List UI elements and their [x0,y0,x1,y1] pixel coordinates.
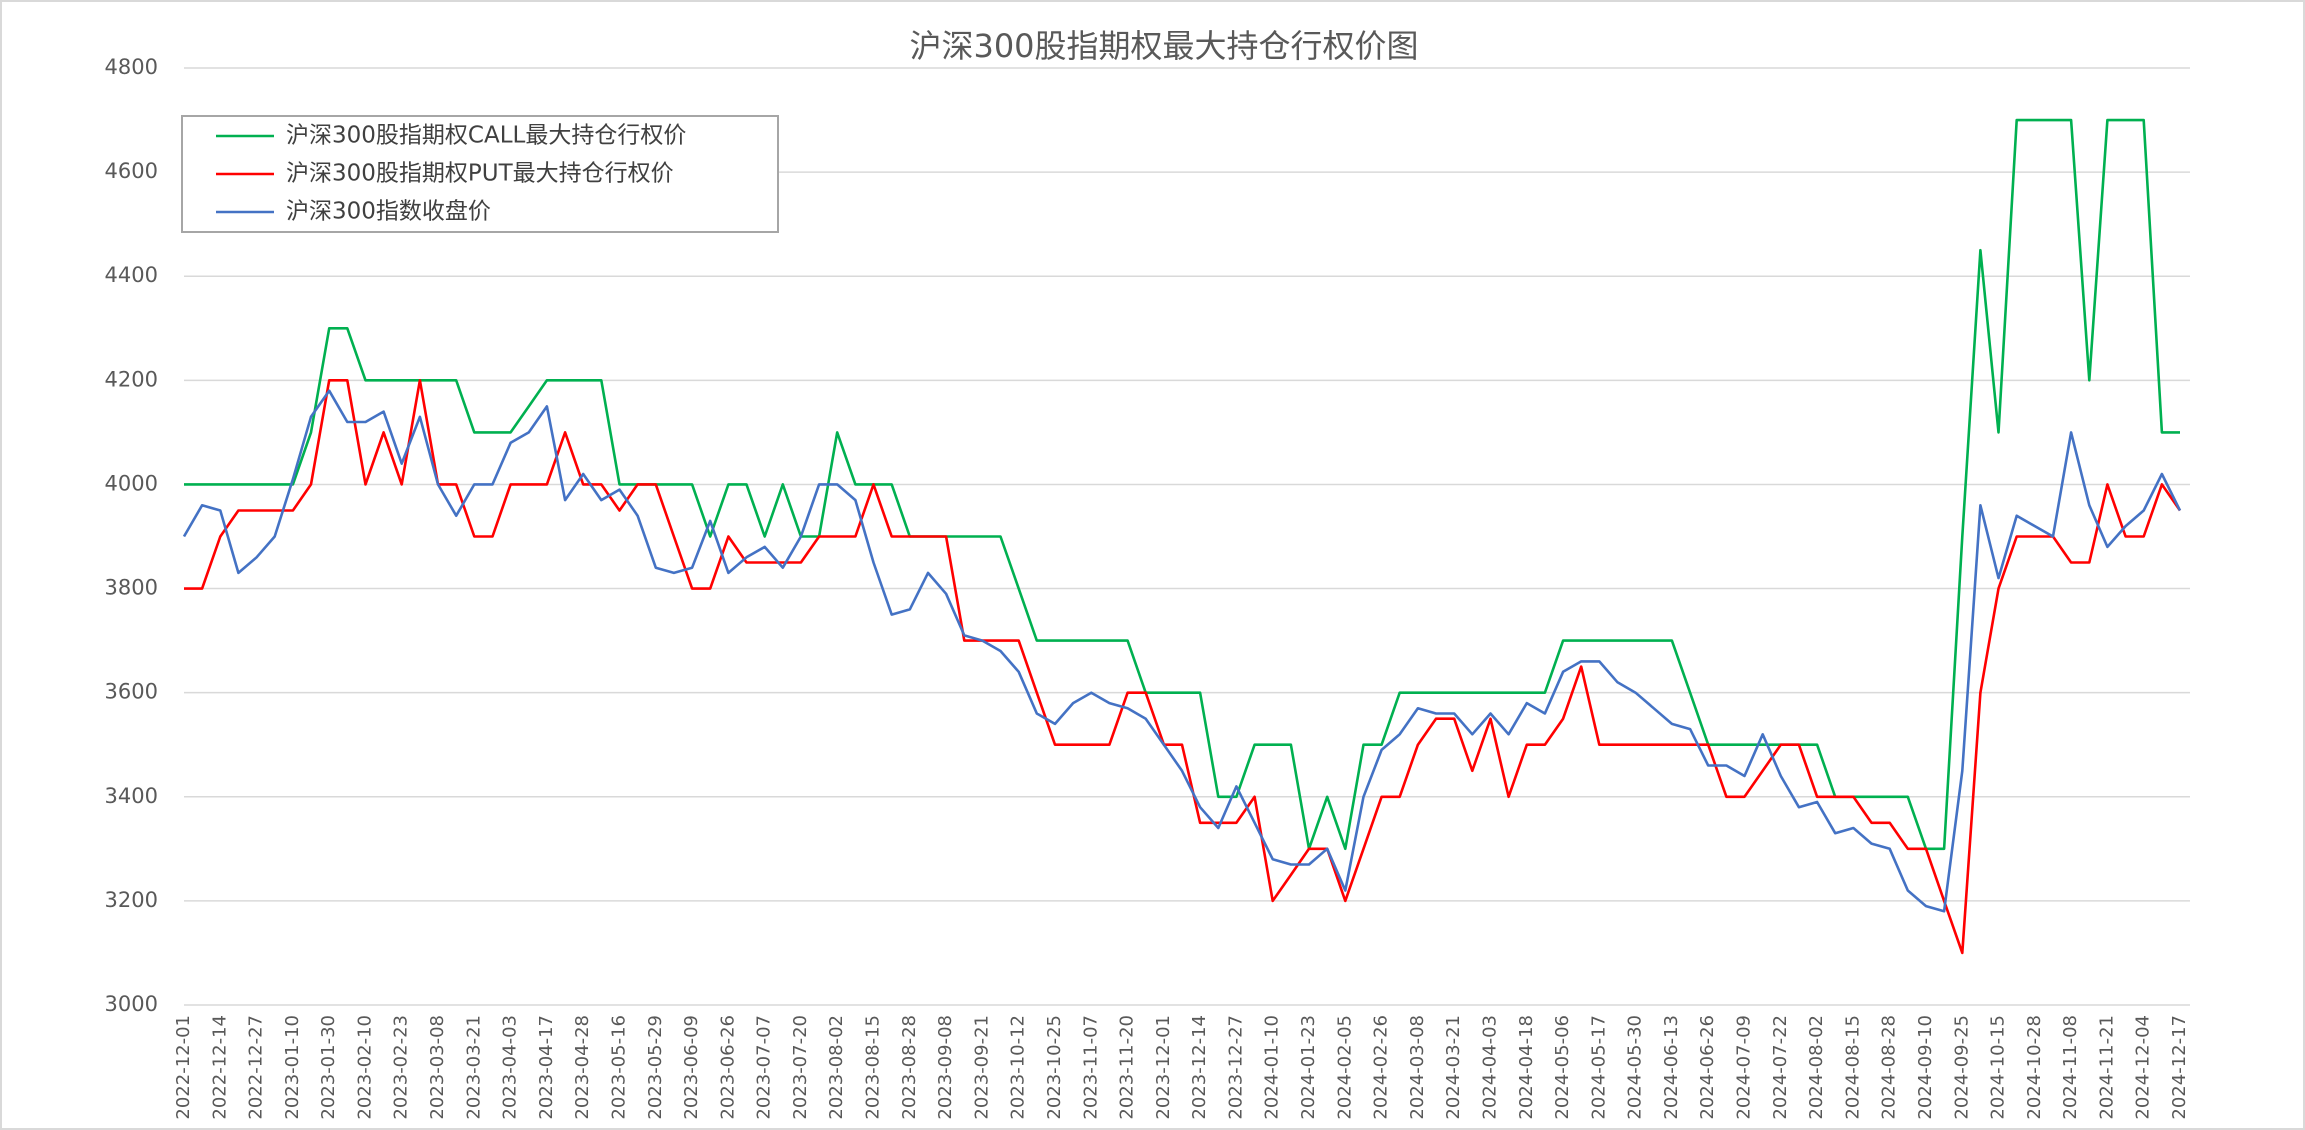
y-tick-label: 3200 [105,888,158,912]
x-tick-label: 2024-08-15 [1842,1015,1863,1120]
x-tick-label: 2023-06-26 [717,1015,738,1120]
x-tick-label: 2023-04-28 [572,1015,593,1120]
x-tick-label: 2024-11-08 [2060,1015,2081,1120]
y-tick-label: 3400 [105,784,158,808]
x-tick-label: 2023-04-03 [500,1015,521,1120]
x-tick-label: 2024-01-23 [1298,1015,1319,1120]
x-tick-label: 2023-10-12 [1008,1015,1029,1120]
x-tick-label: 2024-09-10 [1915,1015,1936,1120]
x-tick-label: 2023-07-07 [754,1015,775,1120]
x-tick-label: 2024-08-02 [1806,1015,1827,1120]
x-tick-label: 2023-08-02 [826,1015,847,1120]
x-tick-label: 2023-07-20 [790,1015,811,1120]
x-tick-label: 2022-12-14 [209,1015,230,1120]
x-tick-label: 2023-08-15 [863,1015,884,1120]
x-tick-label: 2023-02-23 [391,1015,412,1120]
x-tick-label: 2023-12-14 [1189,1015,1210,1120]
x-tick-label: 2023-08-28 [899,1015,920,1120]
x-tick-label: 2023-12-27 [1225,1015,1246,1120]
x-tick-label: 2023-09-08 [935,1015,956,1120]
y-tick-label: 4200 [105,367,158,391]
legend-label: 沪深300股指期权CALL最大持仓行权价 [286,123,686,149]
x-tick-label: 2024-06-13 [1661,1015,1682,1120]
y-tick-label: 3800 [105,576,158,600]
x-tick-label: 2023-03-21 [463,1015,484,1120]
x-tick-label: 2023-11-07 [1080,1015,1101,1120]
x-tick-label: 2024-02-26 [1371,1015,1392,1120]
legend-label: 沪深300股指期权PUT最大持仓行权价 [286,161,674,187]
legend-box [181,115,779,233]
x-tick-label: 2024-04-03 [1479,1015,1500,1120]
x-tick-label: 2023-02-10 [354,1015,375,1120]
x-tick-label: 2024-08-28 [1879,1015,1900,1120]
y-tick-label: 4600 [105,159,158,183]
x-tick-label: 2024-02-05 [1334,1015,1355,1120]
x-tick-label: 2024-05-06 [1552,1015,1573,1120]
x-tick-label: 2023-04-17 [536,1015,557,1120]
x-tick-label: 2024-10-28 [2024,1015,2045,1120]
x-tick-label: 2023-03-08 [427,1015,448,1120]
x-tick-label: 2023-05-29 [645,1015,666,1120]
x-tick-label: 2023-12-01 [1153,1015,1174,1120]
legend-label: 沪深300指数收盘价 [286,199,491,225]
x-tick-label: 2023-11-20 [1117,1015,1138,1120]
legend: 沪深300股指期权CALL最大持仓行权价沪深300股指期权PUT最大持仓行权价沪… [181,115,779,233]
x-tick-label: 2024-10-15 [1988,1015,2009,1120]
x-tick-label: 2024-01-10 [1262,1015,1283,1120]
x-tick-label: 2024-05-17 [1588,1015,1609,1120]
x-tick-label: 2023-10-25 [1044,1015,1065,1120]
data-line [184,378,2182,955]
x-tick-label: 2023-06-09 [681,1015,702,1120]
x-tick-label: 2024-07-22 [1770,1015,1791,1120]
x-tick-label: 2024-07-09 [1734,1015,1755,1120]
y-tick-label: 4000 [105,471,158,495]
x-tick-label: 2024-06-26 [1697,1015,1718,1120]
y-tick-label: 3600 [105,680,158,704]
chart-title: 沪深300股指期权最大持仓行权价图 [909,27,1418,65]
x-tick-label: 2023-05-16 [608,1015,629,1120]
x-tick-label: 2024-11-21 [2096,1015,2117,1120]
y-tick-label: 4400 [105,263,158,287]
x-tick-label: 2022-12-27 [246,1015,267,1120]
x-tick-label: 2024-12-04 [2133,1015,2154,1120]
x-tick-label: 2024-05-30 [1625,1015,1646,1120]
x-tick-label: 2022-12-01 [173,1015,194,1120]
x-tick-label: 2023-01-30 [318,1015,339,1120]
y-tick-label: 4800 [105,55,158,79]
x-tick-label: 2024-04-18 [1516,1015,1537,1120]
x-tick-label: 2024-12-17 [2169,1015,2190,1120]
x-tick-label: 2023-09-21 [971,1015,992,1120]
x-tick-label: 2024-09-25 [1951,1015,1972,1120]
data-line [182,389,2182,913]
y-tick-label: 3000 [105,992,158,1016]
x-tick-label: 2024-03-21 [1443,1015,1464,1120]
x-tick-label: 2023-01-10 [282,1015,303,1120]
x-tick-label: 2024-03-08 [1407,1015,1428,1120]
